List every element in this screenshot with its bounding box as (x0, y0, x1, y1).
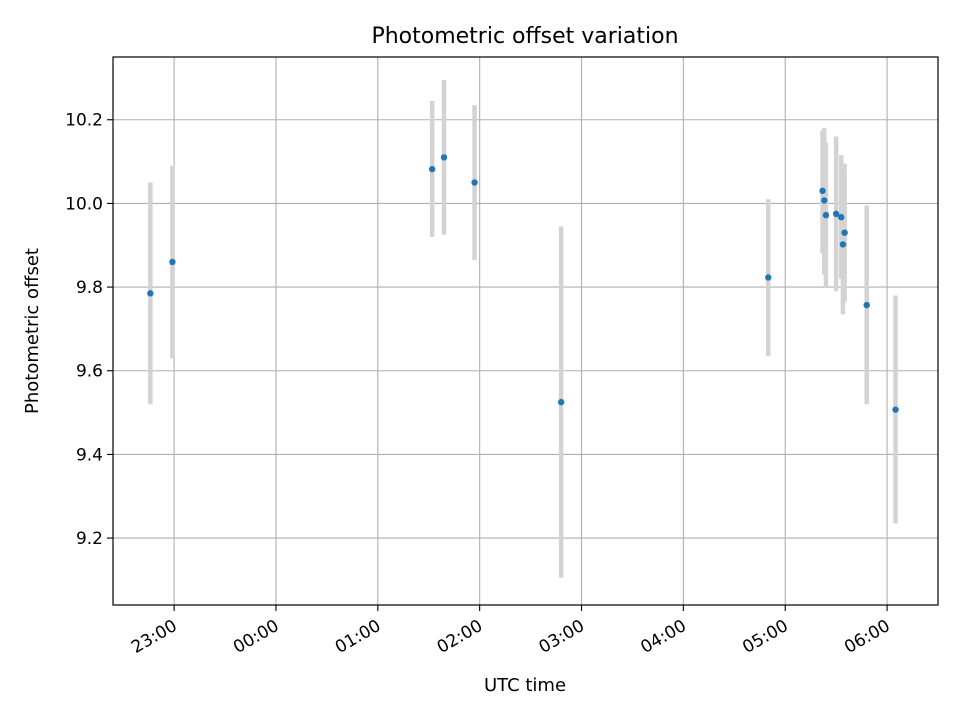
data-point (147, 290, 154, 297)
data-point (819, 187, 826, 195)
y-tick-label: 9.4 (76, 445, 103, 465)
data-point (822, 211, 830, 219)
y-tick-label: 9.2 (76, 529, 103, 549)
data-point (838, 214, 845, 221)
grid (113, 57, 938, 605)
y-tick-label: 10.0 (65, 194, 103, 214)
data-point (471, 179, 478, 186)
x-tick-label: 00:00 (230, 616, 282, 658)
data-point (892, 406, 899, 413)
y-tick-label: 10.2 (65, 111, 103, 131)
data-point (765, 274, 772, 281)
x-tick-label: 23:00 (128, 616, 180, 658)
data-point (863, 301, 870, 309)
x-axis-label: UTC time (484, 675, 566, 696)
data-point (839, 241, 847, 248)
data-point (169, 258, 176, 266)
chart-title: Photometric offset variation (371, 24, 678, 49)
data-point (557, 398, 565, 406)
data-point (428, 165, 436, 173)
y-axis-label: Photometric offset (22, 248, 43, 414)
data-point (832, 210, 840, 218)
x-tick-label: 04:00 (637, 616, 689, 658)
error-bars (148, 80, 898, 578)
plot-frame (112, 56, 939, 606)
data-point (821, 197, 828, 204)
data-points (147, 154, 899, 413)
x-tick-label: 01:00 (332, 616, 384, 658)
y-ticks: 9.2 9.4 9.6 9.8 10.0 10.2 (65, 111, 113, 549)
x-tick-label: 05:00 (739, 616, 791, 658)
x-tick-label: 03:00 (536, 616, 588, 658)
y-tick-label: 9.8 (76, 278, 103, 298)
y-tick-label: 9.6 (76, 362, 103, 382)
x-ticks: 23:00 00:00 01:00 02:00 03:00 04:00 05:00 06:00 (128, 605, 894, 658)
data-point (841, 229, 848, 236)
x-tick-label: 02:00 (434, 616, 486, 658)
x-tick-label: 06:00 (841, 616, 893, 658)
data-point (440, 154, 448, 161)
